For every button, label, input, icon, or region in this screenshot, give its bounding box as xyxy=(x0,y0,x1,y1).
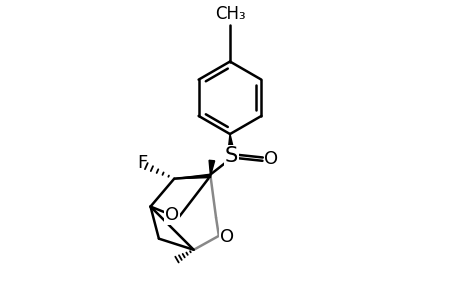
Text: F: F xyxy=(137,154,147,172)
Text: O: O xyxy=(165,206,179,224)
Text: O: O xyxy=(263,150,277,168)
Polygon shape xyxy=(227,134,235,157)
Text: S: S xyxy=(224,146,237,167)
Text: O: O xyxy=(220,228,234,246)
Polygon shape xyxy=(209,160,214,176)
Text: CH₃: CH₃ xyxy=(214,5,245,23)
Polygon shape xyxy=(174,174,210,179)
